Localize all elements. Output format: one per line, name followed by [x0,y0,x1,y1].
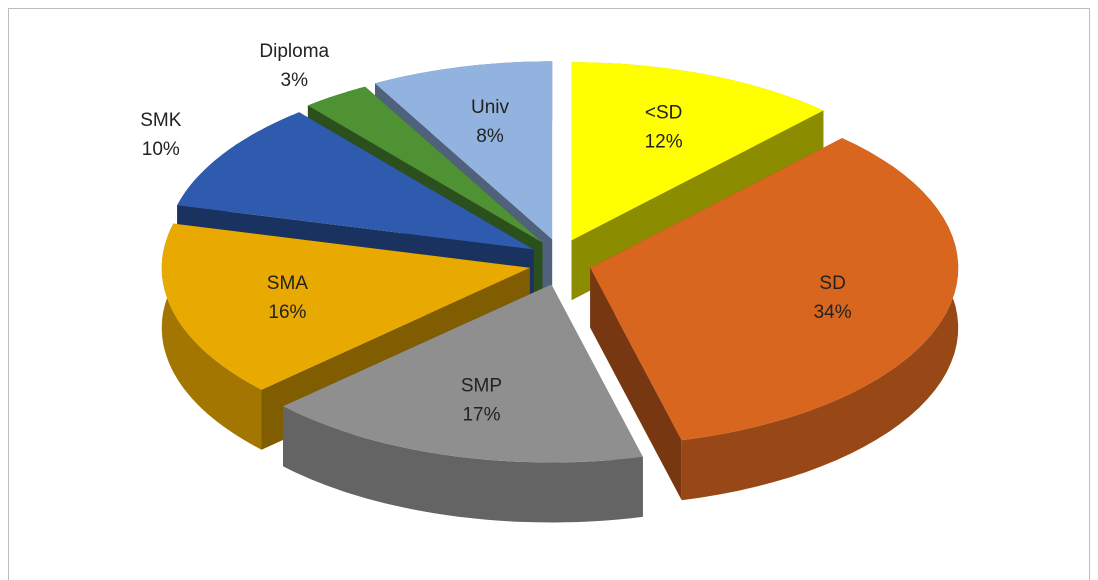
slice-label: <SD [645,103,683,124]
slice [590,138,959,441]
slice-label: SMK [140,110,182,131]
value-label: 10% [142,139,180,160]
slice-label: Diploma [259,41,329,62]
slice-label: SMP [461,376,502,397]
chart-frame [8,8,1090,580]
value-label: 3% [281,70,309,91]
slice-side [681,138,959,501]
slice-side [283,406,643,523]
slice [375,61,553,240]
slice [571,62,824,241]
value-label: 16% [268,302,306,323]
slice-label: SMA [267,273,309,294]
value-label: 8% [476,126,504,147]
value-label: 17% [462,405,500,426]
slice [177,112,534,250]
slice-label: Univ [471,97,510,118]
slice [161,223,530,390]
slice [307,86,543,243]
value-label: 34% [814,302,852,323]
slice [283,284,643,463]
value-label: 12% [645,132,683,153]
slice-side [161,223,262,450]
slice-side [590,267,682,501]
slice-label: SD [819,273,845,294]
